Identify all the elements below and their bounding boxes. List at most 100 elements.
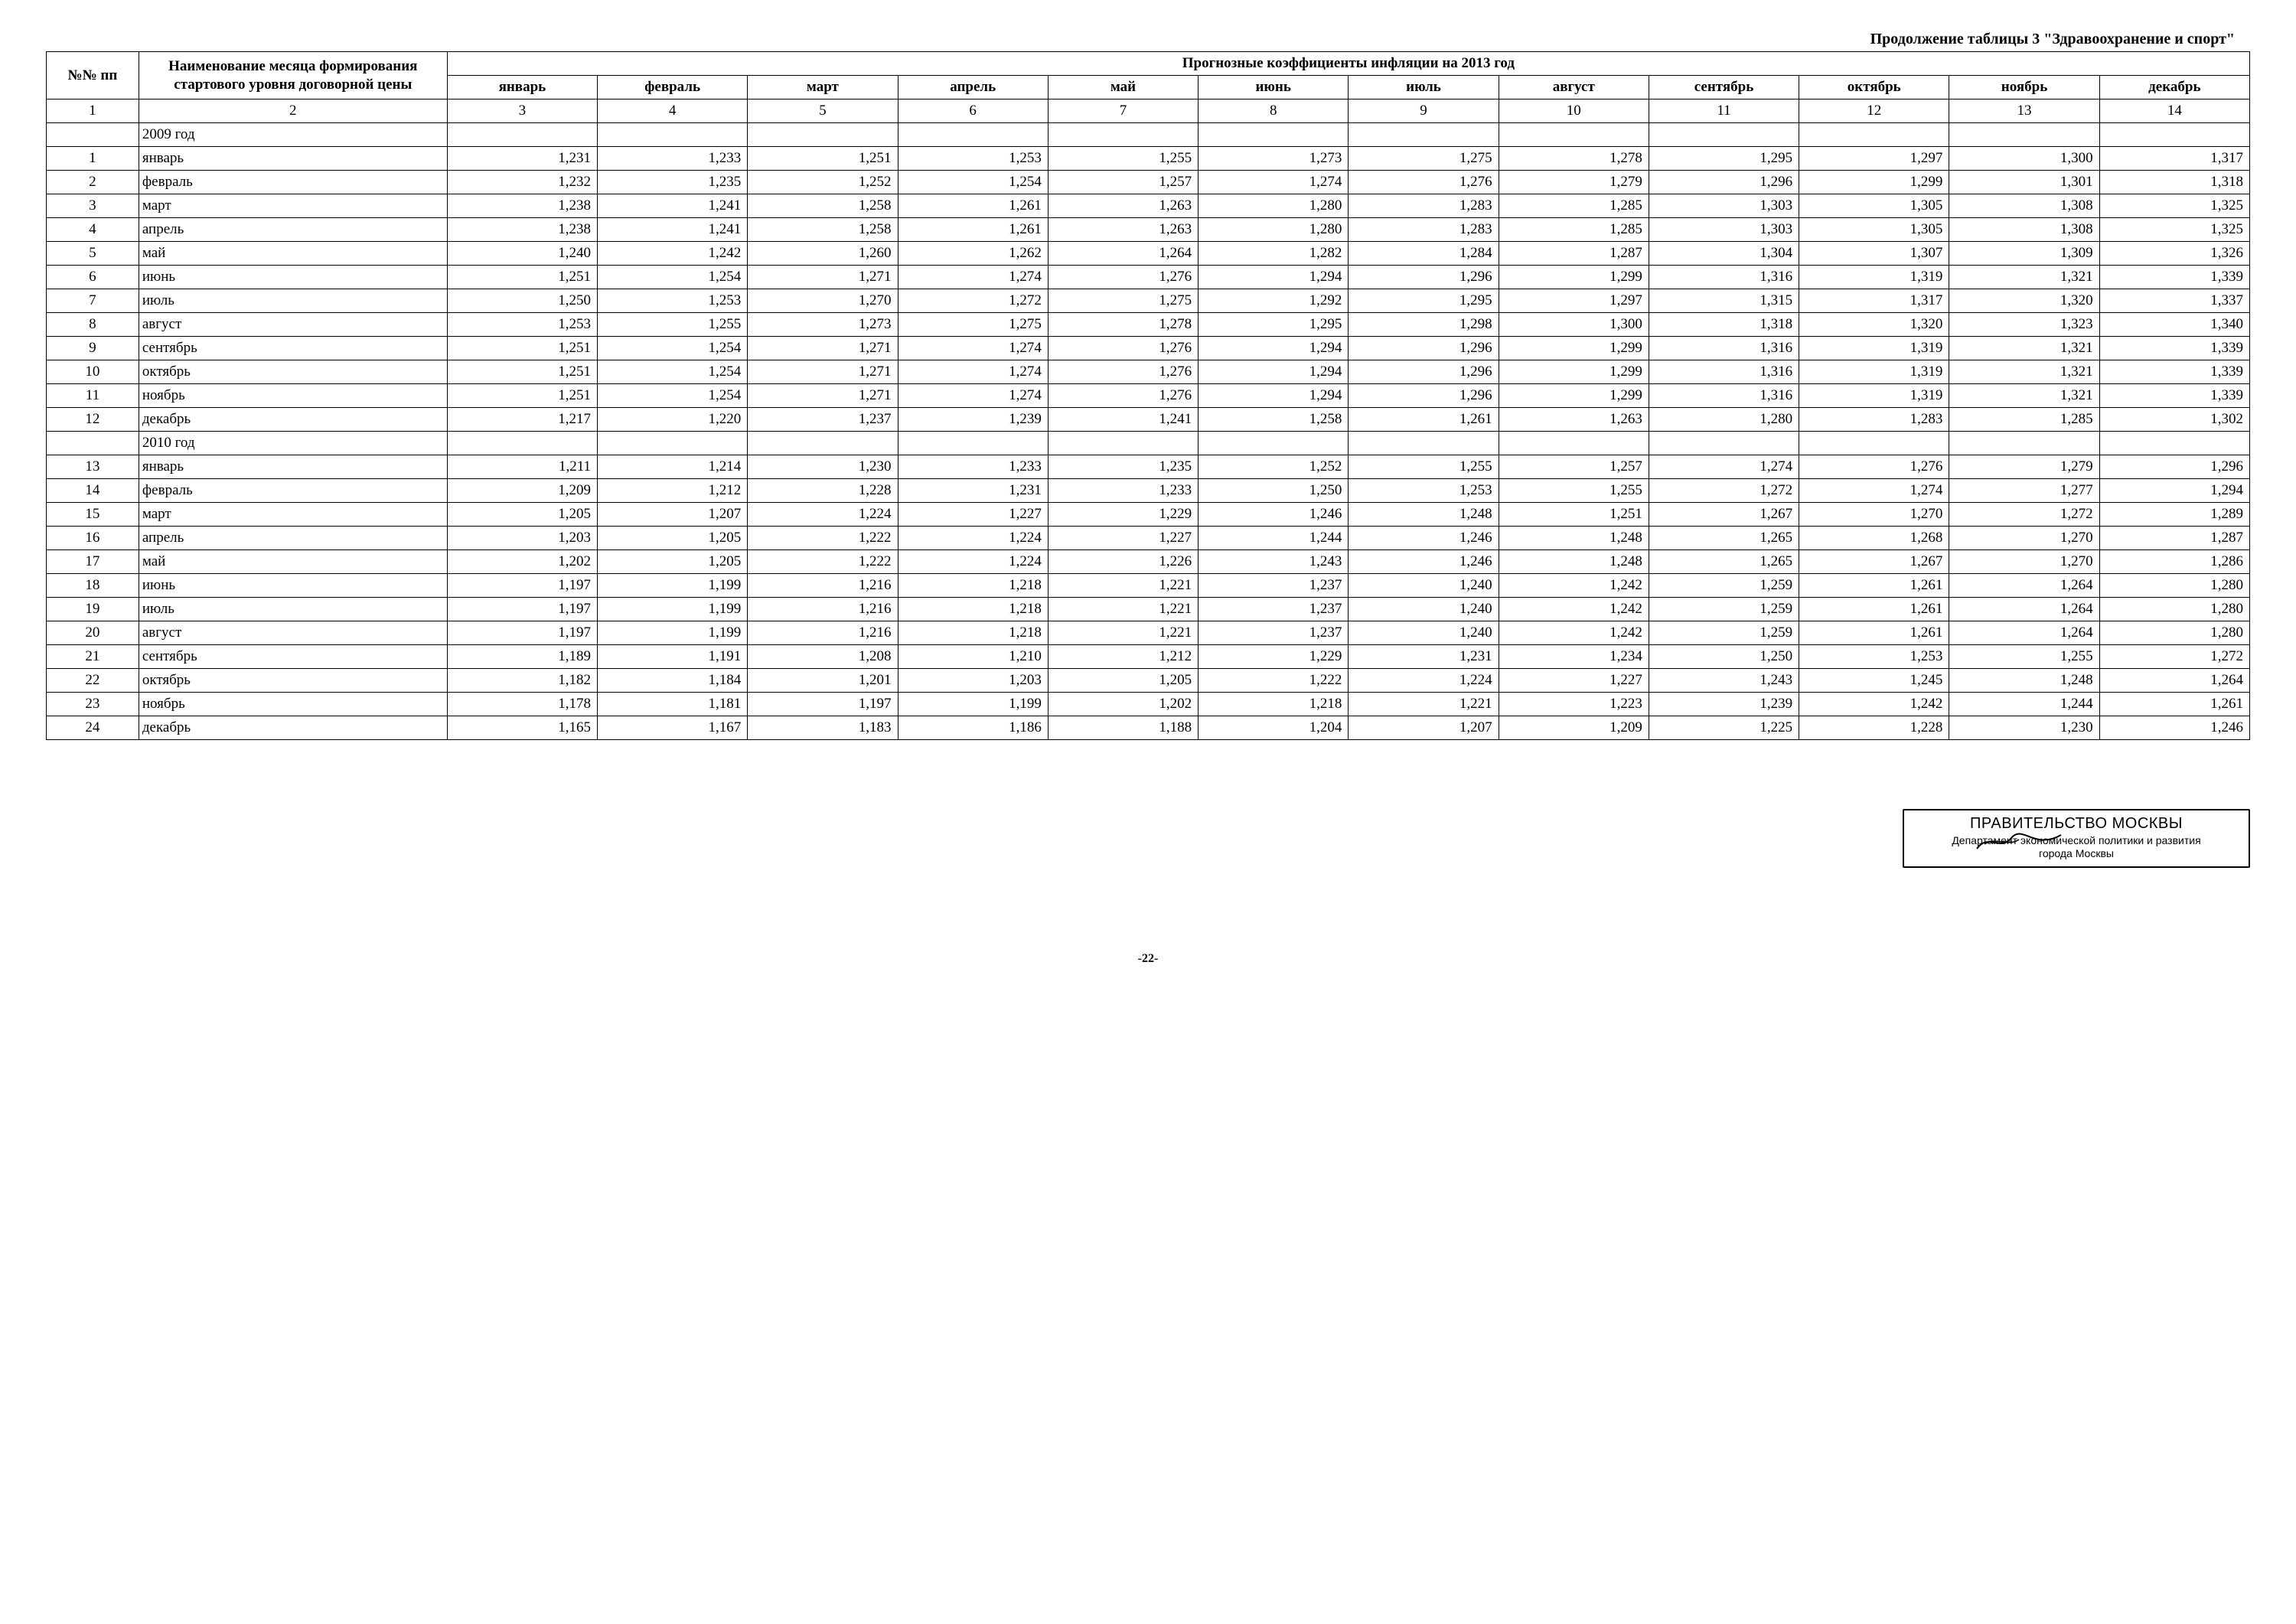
value-cell: 1,205: [598, 550, 748, 574]
value-cell: 1,299: [1499, 266, 1649, 289]
row-month-name: июнь: [139, 266, 447, 289]
row-number: 8: [47, 313, 139, 337]
table-row: 22октябрь1,1821,1841,2011,2031,2051,2221…: [47, 669, 2250, 693]
value-cell: 1,252: [748, 171, 898, 194]
row-month-name: июнь: [139, 574, 447, 598]
month-header: март: [748, 76, 898, 99]
value-cell: 1,227: [1499, 669, 1649, 693]
row-month-name: декабрь: [139, 408, 447, 432]
row-number: 13: [47, 455, 139, 479]
value-cell: 1,246: [1349, 550, 1499, 574]
value-cell: 1,259: [1649, 598, 1799, 621]
month-header: июль: [1349, 76, 1499, 99]
value-cell: 1,299: [1499, 384, 1649, 408]
value-cell: 1,272: [1949, 503, 2099, 527]
row-month-name: март: [139, 194, 447, 218]
table-body: 2009 год1январь1,2311,2331,2511,2531,255…: [47, 123, 2250, 740]
value-cell: 1,223: [1499, 693, 1649, 716]
value-cell: 1,239: [898, 408, 1048, 432]
value-cell: 1,237: [1199, 574, 1349, 598]
value-cell: 1,318: [2099, 171, 2249, 194]
section-row: 2010 год: [47, 432, 2250, 455]
value-cell: 1,222: [1199, 669, 1349, 693]
row-number: 12: [47, 408, 139, 432]
table-header: №№ пп Наименование месяца формирования с…: [47, 52, 2250, 123]
table-row: 15март1,2051,2071,2241,2271,2291,2461,24…: [47, 503, 2250, 527]
value-cell: 1,276: [1048, 360, 1198, 384]
value-cell: 1,253: [1799, 645, 1949, 669]
value-cell: 1,246: [2099, 716, 2249, 740]
value-cell: 1,264: [1949, 574, 2099, 598]
row-number: 21: [47, 645, 139, 669]
value-cell: 1,240: [1349, 574, 1499, 598]
month-header: октябрь: [1799, 76, 1949, 99]
value-cell: 1,255: [1349, 455, 1499, 479]
value-cell: 1,280: [2099, 574, 2249, 598]
value-cell: 1,253: [447, 313, 597, 337]
value-cell: 1,207: [598, 503, 748, 527]
colnum: 12: [1799, 99, 1949, 123]
value-cell: 1,237: [1199, 598, 1349, 621]
value-cell: 1,254: [598, 384, 748, 408]
value-cell: 1,274: [1649, 455, 1799, 479]
value-cell: 1,234: [1499, 645, 1649, 669]
value-cell: 1,183: [748, 716, 898, 740]
value-cell: 1,267: [1649, 503, 1799, 527]
month-header: сентябрь: [1649, 76, 1799, 99]
value-cell: 1,339: [2099, 360, 2249, 384]
col-header-group: Прогнозные коэффициенты инфляции на 2013…: [447, 52, 2249, 76]
value-cell: 1,299: [1799, 171, 1949, 194]
value-cell: 1,235: [1048, 455, 1198, 479]
table-row: 13январь1,2111,2141,2301,2331,2351,2521,…: [47, 455, 2250, 479]
table-row: 16апрель1,2031,2051,2221,2241,2271,2441,…: [47, 527, 2250, 550]
row-number: 1: [47, 147, 139, 171]
table-row: 23ноябрь1,1781,1811,1971,1991,2021,2181,…: [47, 693, 2250, 716]
value-cell: 1,228: [1799, 716, 1949, 740]
value-cell: 1,280: [1649, 408, 1799, 432]
value-cell: 1,271: [748, 337, 898, 360]
empty-cell: [1949, 432, 2099, 455]
value-cell: 1,237: [1199, 621, 1349, 645]
value-cell: 1,339: [2099, 384, 2249, 408]
value-cell: 1,255: [598, 313, 748, 337]
row-number: 11: [47, 384, 139, 408]
row-number: 19: [47, 598, 139, 621]
value-cell: 1,227: [1048, 527, 1198, 550]
value-cell: 1,263: [1048, 218, 1198, 242]
value-cell: 1,224: [898, 527, 1048, 550]
value-cell: 1,205: [598, 527, 748, 550]
month-header: апрель: [898, 76, 1048, 99]
colnum: 5: [748, 99, 898, 123]
value-cell: 1,270: [1949, 527, 2099, 550]
value-cell: 1,222: [748, 527, 898, 550]
value-cell: 1,233: [598, 147, 748, 171]
value-cell: 1,204: [1199, 716, 1349, 740]
value-cell: 1,261: [898, 218, 1048, 242]
row-number: 14: [47, 479, 139, 503]
value-cell: 1,295: [1199, 313, 1349, 337]
empty-cell: [2099, 123, 2249, 147]
value-cell: 1,308: [1949, 218, 2099, 242]
value-cell: 1,280: [2099, 621, 2249, 645]
value-cell: 1,202: [447, 550, 597, 574]
value-cell: 1,205: [1048, 669, 1198, 693]
value-cell: 1,253: [898, 147, 1048, 171]
month-header: июнь: [1199, 76, 1349, 99]
value-cell: 1,319: [1799, 384, 1949, 408]
table-row: 11ноябрь1,2511,2541,2711,2741,2761,2941,…: [47, 384, 2250, 408]
value-cell: 1,199: [598, 574, 748, 598]
stamp-title: ПРАВИТЕЛЬСТВО МОСКВЫ: [1912, 815, 2241, 833]
value-cell: 1,237: [748, 408, 898, 432]
value-cell: 1,320: [1949, 289, 2099, 313]
colnum: 6: [898, 99, 1048, 123]
table-row: 17май1,2021,2051,2221,2241,2261,2431,246…: [47, 550, 2250, 574]
value-cell: 1,272: [2099, 645, 2249, 669]
value-cell: 1,202: [1048, 693, 1198, 716]
value-cell: 1,304: [1649, 242, 1799, 266]
row-number: 4: [47, 218, 139, 242]
empty-cell: [1048, 123, 1198, 147]
col-header-name: Наименование месяца формирования стартов…: [139, 52, 447, 99]
value-cell: 1,254: [898, 171, 1048, 194]
value-cell: 1,287: [2099, 527, 2249, 550]
value-cell: 1,243: [1649, 669, 1799, 693]
